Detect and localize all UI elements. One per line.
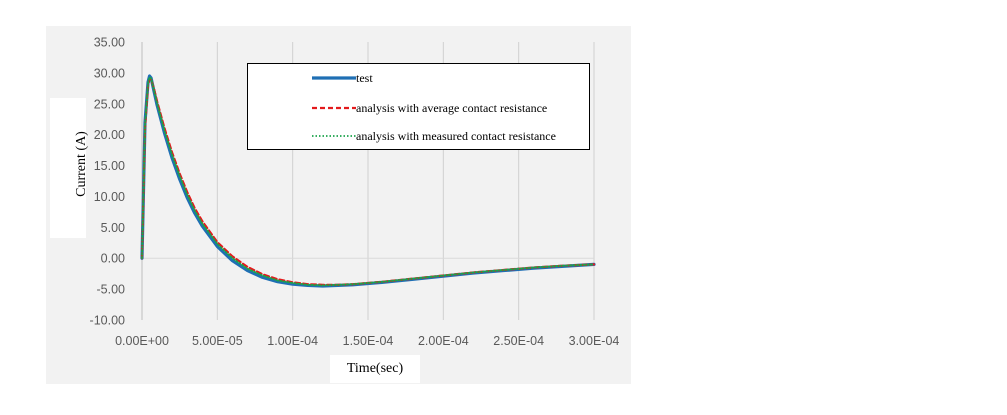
- legend-item-2: analysis with average contact resistance: [312, 98, 547, 118]
- y-tick-label: 5.00: [101, 221, 125, 235]
- x-tick-label: 3.00E-04: [569, 334, 620, 348]
- y-tick-label: 15.00: [94, 159, 125, 173]
- y-axis-label-box: Current (A): [50, 98, 89, 238]
- x-tick-label: 1.00E-04: [267, 334, 318, 348]
- x-tick-label: 5.00E-05: [192, 334, 243, 348]
- legend-label-2: analysis with average contact resistance: [356, 100, 548, 115]
- legend-label-3: analysis with measured contact resistanc…: [356, 128, 556, 143]
- x-tick-label: 0.00E+00: [115, 334, 169, 348]
- y-tick-label: 20.00: [94, 128, 125, 142]
- y-axis-label: Current (A): [74, 131, 89, 197]
- x-axis-label: Time(sec): [346, 361, 404, 376]
- series-line-3: [141, 76, 595, 287]
- series-layer: [140, 74, 596, 288]
- legend-item-1: test: [312, 68, 373, 88]
- x-tick-label: 2.50E-04: [493, 334, 544, 348]
- y-tick-label: 25.00: [94, 97, 125, 111]
- legend-swatch-3: [312, 135, 356, 137]
- legend-label-1: test: [356, 70, 373, 85]
- legend-swatch-2: [312, 106, 356, 110]
- legend: test analysis with average contact resist…: [247, 63, 590, 150]
- y-tick-label: -5.00: [97, 283, 126, 297]
- legend-swatch-1: [312, 76, 356, 80]
- x-axis-label-box: Time(sec): [330, 355, 420, 383]
- x-tick-label: 2.00E-04: [418, 334, 469, 348]
- y-tick-label: 30.00: [94, 66, 125, 80]
- y-tick-label: 0.00: [101, 252, 125, 266]
- x-tick-label: 1.50E-04: [343, 334, 394, 348]
- y-tick-label: -10.00: [90, 314, 125, 328]
- tick-layer: 35.00 30.00 25.00 20.00 15.00 10.00 5.00 0.00 -5…: [90, 36, 620, 349]
- y-tick-label: 35.00: [94, 36, 125, 50]
- y-tick-label: 10.00: [94, 190, 125, 204]
- legend-item-3: analysis with measured contact resistanc…: [312, 126, 556, 146]
